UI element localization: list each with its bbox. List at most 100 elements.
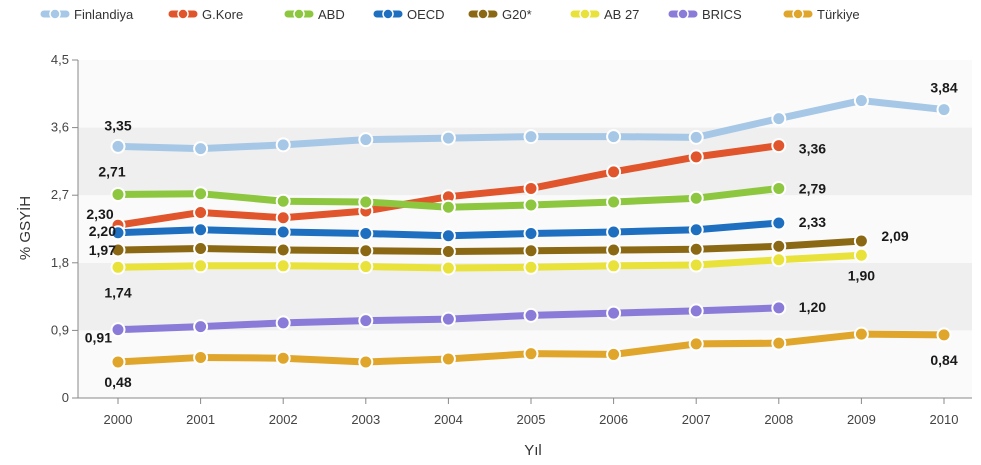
data-point-t-rkiye (853, 326, 869, 342)
data-point-g20 (853, 233, 869, 249)
legend-label: G20* (502, 7, 532, 22)
data-label-brics: 1,20 (799, 299, 826, 315)
series-abd (110, 180, 787, 215)
legend-item-ab-27: AB 27 (570, 7, 639, 22)
data-point-t-rkiye (440, 351, 456, 367)
series-finlandiya (110, 93, 952, 157)
data-point-t-rkiye (275, 350, 291, 366)
data-point-g20 (275, 242, 291, 258)
data-point-g-kore (606, 164, 622, 180)
x-tick-label: 2000 (104, 412, 133, 427)
data-point-oecd (358, 226, 374, 242)
data-label-g-kore: 3,36 (799, 141, 826, 157)
x-tick-label: 2009 (847, 412, 876, 427)
series-oecd (110, 215, 787, 244)
data-point-brics (358, 313, 374, 329)
legend-swatch-marker (677, 8, 689, 20)
data-point-ab-27 (275, 258, 291, 274)
legend-label: Finlandiya (74, 7, 134, 22)
legend-label: ABD (318, 7, 345, 22)
data-point-brics (523, 307, 539, 323)
data-label-abd: 2,71 (98, 163, 125, 179)
y-tick-label: 4,5 (51, 52, 69, 67)
y-tick-label: 1,8 (51, 255, 69, 270)
series-ab-27 (110, 247, 869, 276)
data-point-finlandiya (936, 102, 952, 118)
data-label-abd: 2,79 (799, 180, 826, 196)
x-tick-label: 2008 (764, 412, 793, 427)
legend-item-g-kore: G.Kore (168, 7, 243, 22)
data-label-t-rkiye: 0,84 (930, 352, 957, 368)
x-tick-label: 2005 (517, 412, 546, 427)
data-point-finlandiya (853, 93, 869, 109)
data-point-abd (771, 180, 787, 196)
data-point-finlandiya (606, 129, 622, 145)
x-tick-label: 2001 (186, 412, 215, 427)
data-point-finlandiya (193, 141, 209, 157)
data-point-ab-27 (853, 247, 869, 263)
data-label-g-kore: 2,30 (86, 206, 113, 222)
data-point-oecd (110, 225, 126, 241)
data-point-abd (275, 193, 291, 209)
data-point-ab-27 (358, 259, 374, 275)
x-ticks: 2000 2001 2002 2003 2004 2005 2006 2007 2008 2009… (104, 398, 958, 427)
data-label-g20: 2,09 (881, 228, 908, 244)
y-axis-title: % GSYİH (16, 196, 34, 260)
grid-band (78, 60, 972, 128)
data-point-g20 (523, 243, 539, 259)
series-t-rkiye (110, 326, 952, 370)
x-tick-label: 2002 (269, 412, 298, 427)
series-line-g20 (114, 237, 865, 256)
data-point-oecd (606, 224, 622, 240)
x-tick-label: 2007 (682, 412, 711, 427)
data-point-t-rkiye (606, 346, 622, 362)
data-point-abd (110, 186, 126, 202)
data-point-g-kore (523, 180, 539, 196)
data-point-finlandiya (440, 130, 456, 146)
data-point-oecd (275, 224, 291, 240)
grid-band (78, 262, 972, 331)
x-tick-label: 2004 (434, 412, 463, 427)
legend-item-abd: ABD (284, 7, 345, 22)
data-point-ab-27 (193, 258, 209, 274)
data-point-g20 (440, 244, 456, 260)
legend-swatch-marker (382, 8, 394, 20)
data-point-abd (523, 197, 539, 213)
data-point-t-rkiye (358, 354, 374, 370)
data-label-ab-27: 1,90 (848, 267, 875, 283)
data-label-oecd: 2,33 (799, 214, 826, 230)
data-point-abd (688, 190, 704, 206)
data-point-oecd (193, 222, 209, 238)
data-point-ab-27 (523, 259, 539, 275)
data-point-t-rkiye (523, 346, 539, 362)
data-point-finlandiya (771, 111, 787, 127)
y-tick-label: 0,9 (51, 322, 69, 337)
legend-item-t-rkiye: Türkiye (783, 7, 860, 22)
series-g20 (110, 233, 869, 260)
data-point-g20 (358, 243, 374, 259)
legend-swatch-marker (579, 8, 591, 20)
data-point-g-kore (771, 138, 787, 154)
data-point-abd (440, 199, 456, 215)
data-point-t-rkiye (936, 327, 952, 343)
data-point-oecd (771, 215, 787, 231)
data-point-oecd (688, 222, 704, 238)
data-label-oecd: 2,20 (89, 223, 116, 239)
legend: Finlandiya G.Kore ABD OECD G20* AB 27 BRICS Tür… (40, 7, 860, 22)
data-point-g20 (110, 242, 126, 258)
data-label-g20: 1,97 (89, 242, 116, 258)
data-point-finlandiya (523, 129, 539, 145)
legend-label: G.Kore (202, 7, 243, 22)
data-point-g-kore (688, 149, 704, 165)
y-tick-label: 0 (62, 390, 69, 405)
data-labels: 3,35 3,84 2,30 3,36 2,71 2,79 2,20 2,33 1,97 2,09… (85, 80, 958, 390)
data-point-g-kore (193, 204, 209, 220)
series-g-kore (110, 138, 787, 233)
x-axis-title: Yıl (524, 442, 542, 459)
legend-label: OECD (407, 7, 445, 22)
data-point-finlandiya (358, 132, 374, 148)
legend-item-brics: BRICS (668, 7, 742, 22)
data-point-g20 (193, 241, 209, 257)
data-point-abd (358, 194, 374, 210)
